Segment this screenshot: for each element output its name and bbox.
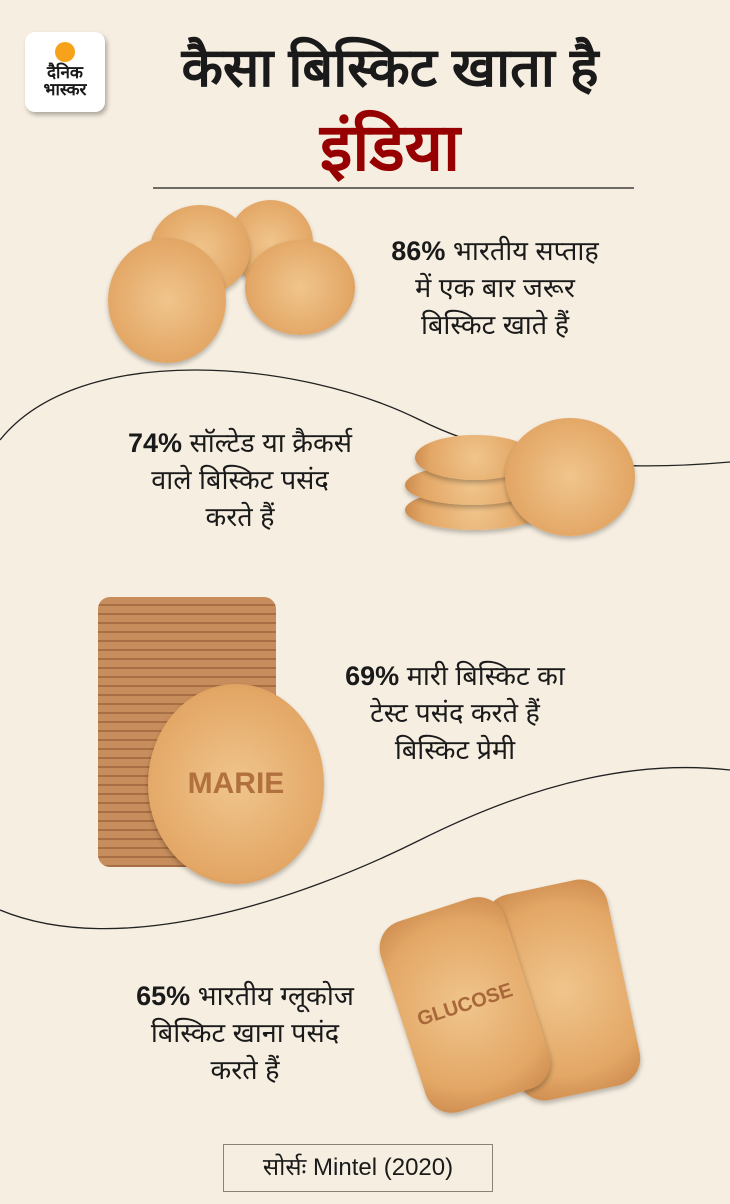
source-label: सोर्सः Mintel (2020) [223,1144,493,1192]
title-line-1: कैसा बिस्किट खाता है [181,38,599,98]
logo-text: दैनिक [47,63,83,82]
fact-69: 69% मारी बिस्किट का टेस्ट पसंद करते हैं ब… [345,661,565,765]
divider [153,187,634,189]
fact-86: 86% भारतीय सप्ताह में एक बार जरूर बिस्किट… [391,236,599,340]
sun-icon [55,42,75,62]
fact-65: 65% भारतीय ग्लूकोज बिस्किट खाना पसंद करते… [136,981,354,1085]
title-line-2: इंडिया [319,110,461,184]
dainik-bhaskar-logo: दैनिक भास्कर [25,32,105,112]
logo-text: भास्कर [43,80,87,99]
fact-74: 74% सॉल्टेड या क्रैकर्स वाले बिस्किट पसं… [127,428,352,532]
